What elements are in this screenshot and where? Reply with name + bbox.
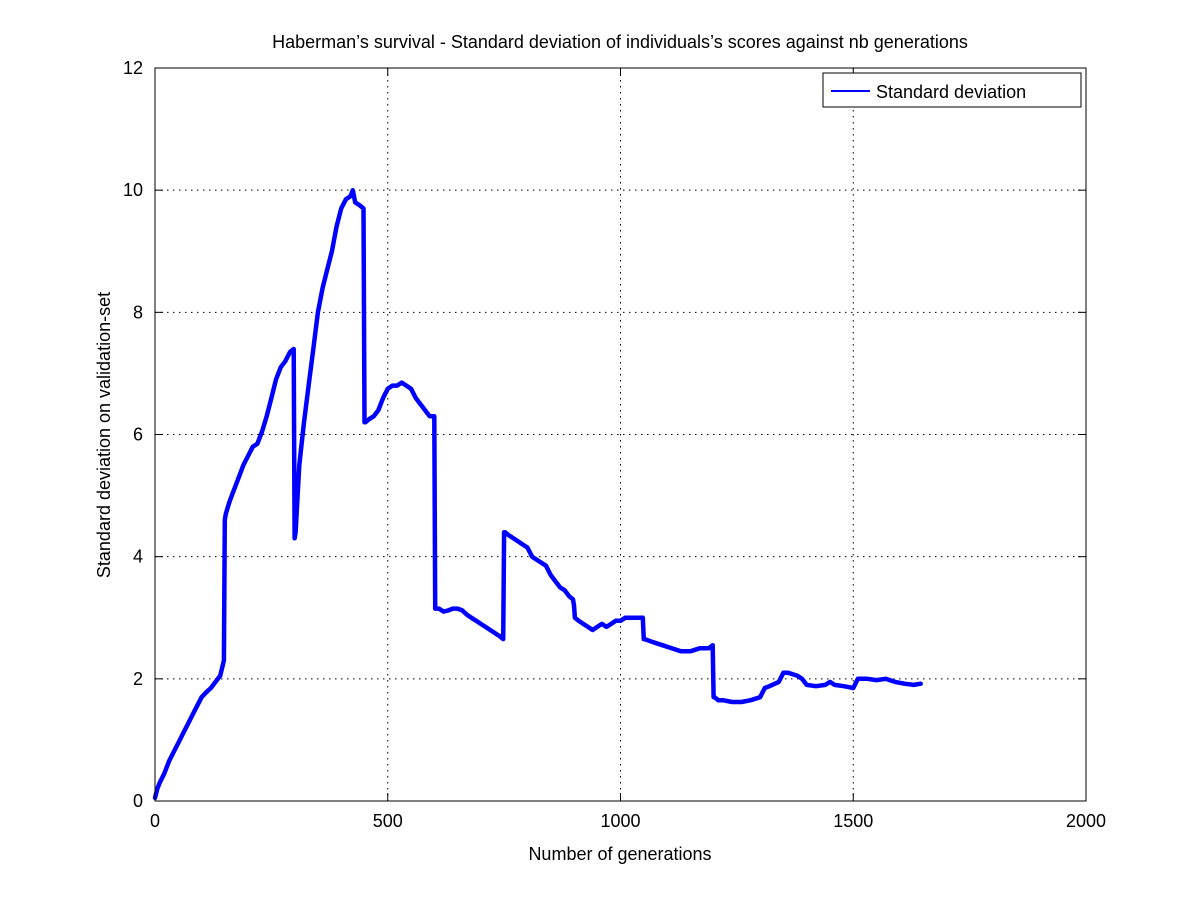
- ticks: [154, 67, 1087, 802]
- x-tick-label: 500: [373, 811, 403, 831]
- tick-labels: 0 500 1000 1500 2000 0 2 4 6 8 10 12: [123, 58, 1106, 831]
- legend: Standard deviation: [822, 72, 1082, 108]
- x-tick-label: 2000: [1066, 811, 1106, 831]
- x-tick-label: 1000: [600, 811, 640, 831]
- y-tick-label: 0: [133, 791, 143, 811]
- y-tick-label: 6: [133, 425, 143, 445]
- y-axis-label: Standard deviation on validation-set: [94, 292, 114, 578]
- y-tick-label: 4: [133, 547, 143, 567]
- x-tick-label: 1500: [833, 811, 873, 831]
- x-tick-label: 0: [150, 811, 160, 831]
- y-tick-label: 10: [123, 180, 143, 200]
- x-axis-label: Number of generations: [528, 844, 711, 864]
- legend-label: Standard deviation: [876, 82, 1026, 102]
- series-line-standard-deviation: [152, 187, 923, 801]
- grid: [155, 68, 1086, 801]
- y-tick-label: 8: [133, 302, 143, 322]
- series-layer: [152, 187, 923, 801]
- y-tick-label: 2: [133, 669, 143, 689]
- y-tick-label: 12: [123, 58, 143, 78]
- chart-title: Haberman’s survival - Standard deviation…: [272, 32, 968, 52]
